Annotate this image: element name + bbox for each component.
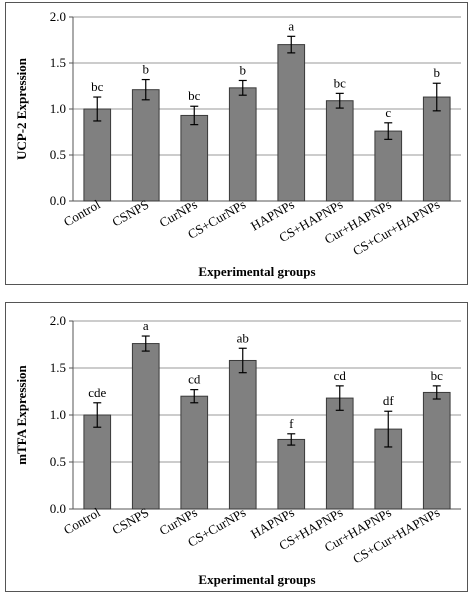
x-tick-label: CSNPS	[109, 505, 151, 538]
error-bar	[93, 96, 102, 122]
significance-label: bc	[188, 88, 201, 103]
error-bar	[287, 433, 296, 446]
bar-cs-hapnps	[325, 397, 354, 510]
error-bar	[238, 347, 247, 374]
y-tick-label: 1.0	[50, 101, 66, 116]
bar-csnps	[131, 89, 160, 202]
error-bar	[287, 35, 296, 54]
bar-cur-hapnps	[374, 130, 403, 202]
significance-label: f	[289, 416, 294, 431]
bar-cs-curnps	[228, 359, 257, 510]
x-tick-label: CS+Cur+HAPNPs	[350, 505, 442, 567]
significance-label: ab	[237, 330, 249, 345]
ucp2-chart-panel: 0.0 0.5 1.0 1.5 2.0 bc Control b CSNPS bc CurNPs b C…	[5, 2, 468, 285]
bar-control	[83, 108, 112, 202]
significance-label: b	[434, 65, 441, 80]
significance-label: b	[240, 62, 247, 77]
error-bar	[432, 82, 441, 112]
error-bar	[190, 389, 199, 404]
bar-cs-cur-hapnps	[422, 391, 451, 510]
significance-label: a	[288, 18, 294, 33]
x-tick-label: CSNPS	[109, 197, 151, 230]
error-bar	[335, 92, 344, 109]
y-tick-label: 0.0	[50, 193, 66, 208]
x-tick-label: CS+Cur+HAPNPs	[350, 197, 442, 259]
significance-label: a	[143, 318, 149, 333]
bar-hapnps	[277, 44, 306, 202]
bar-cs-hapnps	[325, 100, 354, 202]
error-bar	[238, 79, 247, 96]
ucp2-chart: 0.00.51.01.52.0bcControlbCSNPSbcCurNPsbC…	[14, 9, 461, 279]
mtfa-chart-panel: 0.0 0.5 1.0 1.5 2.0 cde Control a CSNPS cd CurNPs a…	[5, 302, 468, 592]
bar-csnps	[131, 343, 160, 510]
significance-label: bc	[431, 368, 444, 383]
significance-label: bc	[91, 79, 104, 94]
error-bar	[93, 402, 102, 428]
y-tick-label: 1.5	[50, 360, 66, 375]
bar-cs-curnps	[228, 87, 257, 202]
significance-label: bc	[334, 75, 347, 90]
significance-label: cd	[188, 372, 201, 387]
error-bar	[384, 122, 393, 140]
x-axis-title: Experimental groups	[198, 572, 315, 587]
y-tick-label: 1.0	[50, 407, 66, 422]
y-tick-label: 2.0	[50, 9, 66, 24]
mtfa-chart: 0.00.51.01.52.0cdeControlaCSNPScdCurNPsa…	[14, 313, 461, 587]
error-bar	[141, 78, 150, 101]
x-axis-title: Experimental groups	[198, 264, 315, 279]
error-bar	[432, 385, 441, 400]
y-tick-label: 2.0	[50, 313, 66, 328]
y-tick-label: 0.5	[50, 147, 66, 162]
bar-control	[83, 414, 112, 510]
significance-label: cde	[88, 385, 106, 400]
error-bar	[384, 410, 393, 448]
bar-curnps	[180, 114, 209, 202]
error-bar	[190, 105, 199, 126]
significance-label: cd	[334, 368, 347, 383]
y-axis-title: UCP-2 Expression	[14, 57, 29, 160]
significance-label: c	[385, 105, 391, 120]
y-tick-label: 0.0	[50, 501, 66, 516]
error-bar	[335, 385, 344, 411]
significance-label: df	[383, 393, 395, 408]
y-axis-title: mTFA Expression	[14, 364, 29, 464]
error-bar	[141, 335, 150, 352]
bar-curnps	[180, 395, 209, 510]
significance-label: b	[143, 62, 150, 77]
bar-hapnps	[277, 438, 306, 510]
y-tick-label: 0.5	[50, 454, 66, 469]
bar-cs-cur-hapnps	[422, 96, 451, 202]
y-tick-label: 1.5	[50, 55, 66, 70]
